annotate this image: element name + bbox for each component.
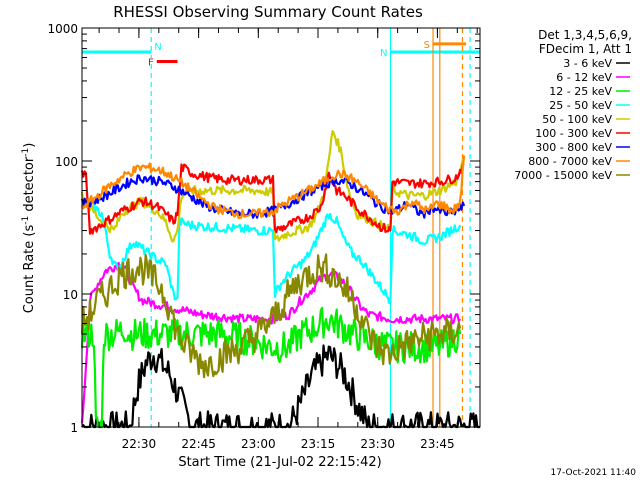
legend-entry-4: 50 - 100 keV <box>542 113 630 126</box>
legend-entry-0: 3 - 6 keV <box>563 57 630 70</box>
chart-title: RHESSI Observing Summary Count Rates <box>113 3 423 21</box>
legend-label-2: 12 - 25 keV <box>549 85 612 98</box>
x-tick-label-0: 22:30 <box>122 437 157 451</box>
legend-label-1: 6 - 12 keV <box>556 71 612 84</box>
flag-label-2: N <box>380 48 387 59</box>
y-axis: 1 10 100 1000 <box>47 22 480 435</box>
y-tick-label-1: 10 <box>63 288 78 302</box>
legend-entry-2: 12 - 25 keV <box>549 85 630 98</box>
legend: Det 1,3,4,5,6,9, FDecim 1, Att 1 3 - 6 k… <box>514 28 632 182</box>
footer-date: 17-Oct-2021 11:40 <box>551 468 637 478</box>
flag-label-3: S <box>424 40 430 51</box>
flag-label-1: F <box>148 57 154 68</box>
legend-label-0: 3 - 6 keV <box>563 57 612 70</box>
legend-entry-7: 800 - 7000 keV <box>528 155 630 168</box>
legend-entry-6: 300 - 800 keV <box>535 141 630 154</box>
legend-label-5: 100 - 300 keV <box>535 127 612 140</box>
plot-frame <box>81 27 481 428</box>
legend-label-4: 50 - 100 keV <box>542 113 612 126</box>
series-line-8 <box>80 253 462 379</box>
x-tick-label-4: 23:30 <box>360 437 395 451</box>
legend-entry-8: 7000 - 15000 keV <box>514 169 630 182</box>
x-axis-label: Start Time (21-Jul-02 22:15:42) <box>178 455 381 470</box>
series-line-2 <box>80 306 462 429</box>
x-tick-label-5: 23:45 <box>420 437 455 451</box>
legend-label-8: 7000 - 15000 keV <box>514 169 612 182</box>
x-tick-label-3: 23:15 <box>301 437 336 451</box>
y-tick-label-0: 1 <box>70 421 78 435</box>
legend-header-2: FDecim 1, Att 1 <box>539 42 632 56</box>
legend-header-1: Det 1,3,4,5,6,9, <box>538 28 632 42</box>
legend-entry-3: 25 - 50 keV <box>549 99 630 112</box>
y-axis-label: Count Rate (s-1 detector-1) <box>21 143 37 314</box>
x-tick-label-1: 22:45 <box>181 437 216 451</box>
legend-entry-5: 100 - 300 keV <box>535 127 630 140</box>
y-tick-label-2: 100 <box>55 155 78 169</box>
series-line-3 <box>81 197 462 304</box>
legend-label-6: 300 - 800 keV <box>535 141 612 154</box>
flag-label-0: N <box>154 42 161 53</box>
x-tick-label-2: 23:00 <box>241 437 276 451</box>
legend-label-3: 25 - 50 keV <box>549 99 612 112</box>
y-tick-label-3: 1000 <box>47 22 78 36</box>
series-line-1 <box>80 261 462 424</box>
legend-label-7: 800 - 7000 keV <box>528 155 612 168</box>
x-axis: 22:30 22:45 23:00 23:15 23:30 23:45 <box>98 28 478 451</box>
legend-entry-1: 6 - 12 keV <box>556 71 630 84</box>
series-line-7 <box>80 155 466 219</box>
